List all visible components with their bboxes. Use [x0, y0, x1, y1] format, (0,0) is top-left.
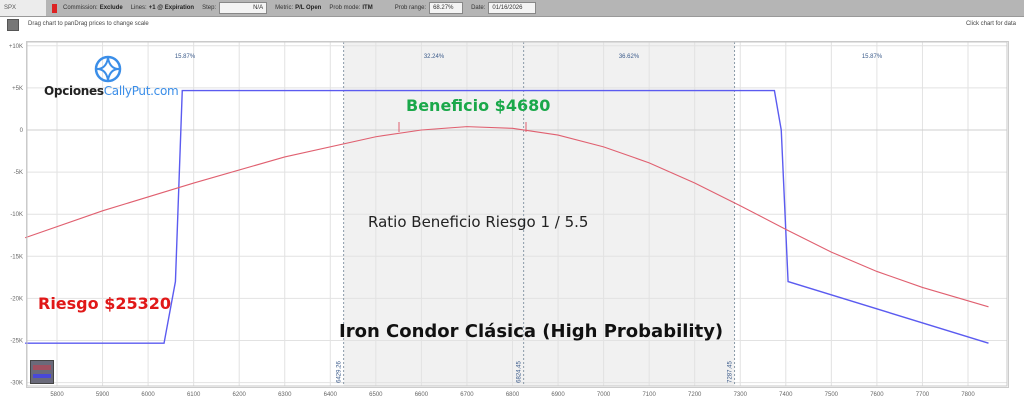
legend-swatch[interactable]	[30, 360, 54, 384]
probability-label: 15.87%	[175, 54, 196, 60]
y-tick-label: -20K	[10, 296, 23, 302]
x-tick-label: 7600	[870, 392, 884, 398]
logo-text-dark: Opciones	[44, 84, 104, 98]
y-tick-label: 0	[20, 128, 24, 134]
plot-border	[26, 41, 1008, 387]
x-tick-label: 7700	[916, 392, 930, 398]
x-tick-label: 6500	[369, 392, 383, 398]
lines-label: Lines:	[130, 5, 147, 11]
prob-range-label: Prob range:	[394, 5, 427, 11]
y-tick-label: -25K	[10, 339, 23, 345]
step-value[interactable]: N/A	[219, 2, 268, 14]
color-swatch[interactable]	[52, 3, 57, 13]
lines-dropdown[interactable]: Lines: +1 @ Expiration	[131, 5, 194, 11]
metric-dropdown[interactable]: Metric: P/L Open	[275, 5, 321, 11]
x-tick-label: 6100	[187, 392, 201, 398]
metric-label: Metric:	[275, 5, 294, 11]
x-tick-label: 7300	[734, 392, 748, 398]
prob-range-value[interactable]: 68.27%	[429, 2, 464, 14]
lines-value: +1 @ Expiration	[148, 5, 195, 11]
expiration-pl-line	[25, 89, 989, 344]
step-label: Step:	[202, 5, 217, 11]
y-tick-label: -5K	[14, 170, 23, 176]
step-field[interactable]: Step: N/A	[202, 2, 268, 14]
benefit-annotation: Beneficio $4680	[406, 96, 551, 115]
prob-mode-value: ITM	[362, 5, 373, 11]
strategy-title: Iron Condor Clásica (High Probability)	[339, 321, 724, 342]
x-tick-label: 6200	[233, 392, 247, 398]
x-tick-label: 6300	[278, 392, 292, 398]
x-tick-label: 5800	[50, 392, 64, 398]
x-tick-label: 7500	[825, 392, 839, 398]
logo: OpcionesCallyPut.com	[44, 52, 184, 102]
prob-range-field[interactable]: Prob range: 68.27%	[394, 2, 464, 14]
y-tick-label: +10K	[9, 44, 23, 50]
x-tick-label: 7000	[597, 392, 611, 398]
commission-value: Exclude	[99, 5, 123, 11]
x-tick-label: 7100	[642, 392, 656, 398]
x-tick-label: 7200	[688, 392, 702, 398]
strike-marker-label: 6429.26	[337, 361, 343, 383]
probability-label: 15.87%	[862, 54, 883, 60]
strike-marker-label: 7287.45	[728, 361, 734, 383]
risk-annotation: Riesgo $25320	[38, 294, 171, 313]
hint-bar: Drag chart to panDrag prices to change s…	[0, 17, 1024, 31]
x-tick-label: 5900	[96, 392, 110, 398]
x-tick-label: 6600	[415, 392, 429, 398]
symbol-text: SPX	[4, 5, 17, 11]
prob-mode-dropdown[interactable]: Prob mode: ITM	[329, 5, 372, 11]
current-pl-line	[24, 126, 989, 308]
x-tick-label: 6900	[551, 392, 565, 398]
click-hint: Click chart for data	[965, 21, 1016, 27]
y-tick-label: -30K	[10, 381, 23, 387]
strike-marker-label: 6824.45	[517, 361, 523, 383]
date-field[interactable]: Date: 01/16/2026	[471, 2, 537, 14]
x-tick-label: 7800	[961, 392, 975, 398]
ratio-annotation: Ratio Beneficio Riesgo 1 / 5.5	[368, 213, 589, 231]
chart-toolbar: SPX Commission: Exclude Lines: +1 @ Expira…	[0, 0, 1024, 17]
y-tick-label: -15K	[10, 254, 23, 260]
x-tick-label: 6000	[141, 392, 155, 398]
prob-mode-label: Prob mode:	[329, 5, 361, 11]
date-label: Date:	[471, 5, 486, 11]
x-tick-label: 7400	[779, 392, 793, 398]
y-tick-label: -10K	[10, 212, 23, 218]
logo-icon	[94, 55, 122, 83]
x-tick-label: 6700	[460, 392, 474, 398]
drag-hint: Drag chart to panDrag prices to change s…	[28, 21, 149, 27]
probability-label: 36.62%	[619, 54, 640, 60]
x-tick-label: 6800	[506, 392, 520, 398]
logo-text-blue: CallyPut.com	[103, 84, 179, 98]
symbol-field[interactable]: SPX	[0, 0, 46, 16]
commission-label: Commission:	[63, 5, 98, 11]
metric-value: P/L Open	[295, 5, 322, 11]
commission-dropdown[interactable]: Commission: Exclude	[63, 5, 123, 11]
x-tick-label: 6400	[324, 392, 338, 398]
probability-label: 32.24%	[424, 54, 445, 60]
y-tick-label: +5K	[12, 86, 23, 92]
chart-settings-icon[interactable]	[7, 19, 19, 31]
date-value[interactable]: 01/16/2026	[488, 2, 537, 14]
